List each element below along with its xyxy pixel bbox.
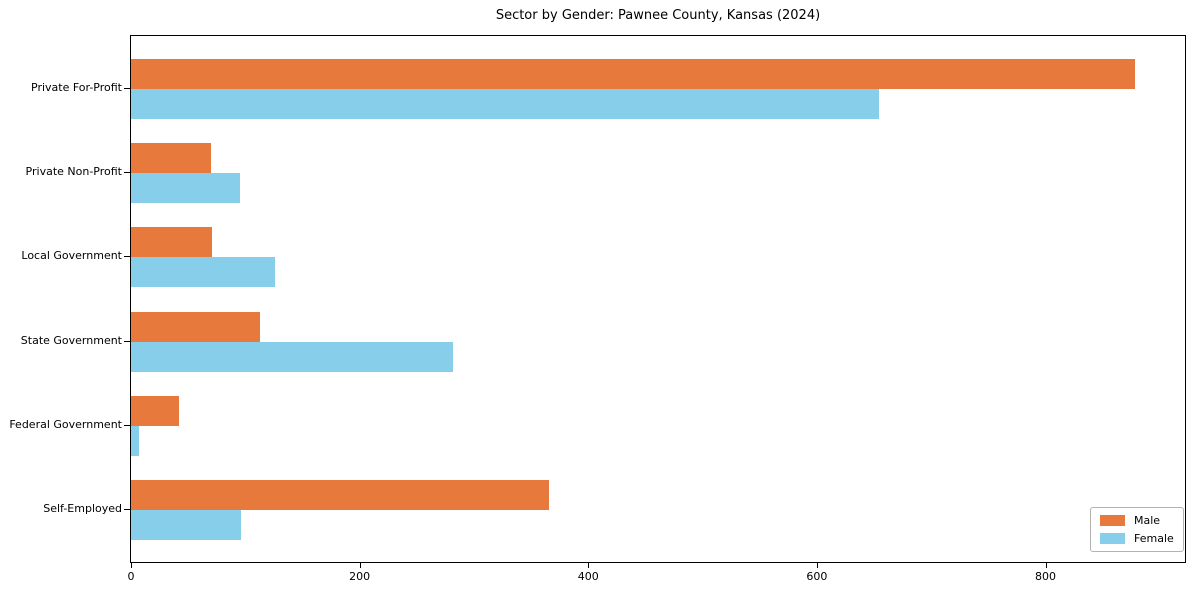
- bar-male-5: [131, 480, 550, 511]
- bar-male-1: [131, 143, 211, 174]
- legend: Male Female: [1090, 507, 1184, 552]
- bar-male-0: [131, 59, 1135, 89]
- x-tick-mark-4: [1045, 563, 1047, 568]
- chart-title: Sector by Gender: Pawnee County, Kansas …: [495, 8, 821, 23]
- x-tick-label-0: 0: [127, 570, 135, 583]
- legend-item-female: Female: [1100, 532, 1174, 545]
- male-series-swatch-icon: [1100, 515, 1125, 526]
- x-tick-mark-3: [816, 563, 818, 568]
- bar-female-4: [131, 425, 139, 456]
- y-tick-label-1: Private Non-Profit: [25, 165, 122, 179]
- x-tick-mark-2: [588, 563, 590, 568]
- bar-female-5: [131, 510, 241, 541]
- bar-male-3: [131, 311, 261, 342]
- plot-area: Male Female: [130, 35, 1186, 563]
- legend-label-male: Male: [1134, 514, 1161, 527]
- bar-female-2: [131, 257, 275, 288]
- y-tick-label-4: Federal Government: [9, 417, 122, 431]
- x-tick-label-4: 800: [1035, 570, 1056, 583]
- bar-female-0: [131, 89, 879, 119]
- x-tick-mark-0: [131, 563, 132, 568]
- y-tick-mark-2: [124, 256, 130, 258]
- y-tick-label-3: State Government: [20, 333, 122, 347]
- legend-item-male: Male: [1100, 514, 1174, 527]
- bar-male-4: [131, 395, 179, 426]
- bar-female-3: [131, 341, 454, 372]
- y-tick-label-5: Self-Employed: [43, 502, 122, 516]
- y-tick-label-0: Private For-Profit: [31, 81, 122, 94]
- y-tick-label-2: Local Government: [21, 249, 122, 263]
- y-tick-mark-1: [124, 172, 130, 174]
- bar-male-2: [131, 227, 213, 258]
- bar-female-1: [131, 173, 240, 204]
- y-tick-mark-0: [124, 88, 130, 89]
- female-series-swatch-icon: [1100, 533, 1125, 544]
- x-tick-label-3: 600: [806, 570, 828, 583]
- x-tick-label-2: 400: [577, 570, 599, 583]
- y-tick-mark-4: [124, 424, 130, 426]
- y-tick-mark-5: [124, 509, 130, 511]
- x-tick-label-1: 200: [349, 570, 371, 583]
- legend-label-female: Female: [1134, 532, 1174, 545]
- y-tick-mark-3: [124, 340, 130, 342]
- x-tick-mark-1: [359, 563, 361, 568]
